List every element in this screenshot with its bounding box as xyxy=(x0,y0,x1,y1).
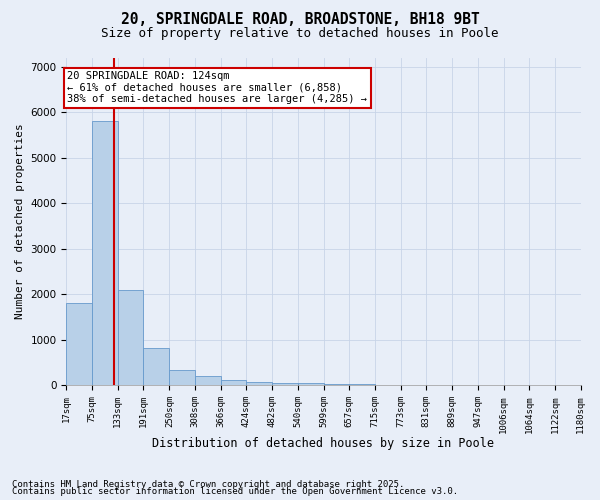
Bar xyxy=(169,370,195,386)
X-axis label: Distribution of detached houses by size in Poole: Distribution of detached houses by size … xyxy=(152,437,494,450)
Bar xyxy=(349,384,375,386)
Bar xyxy=(298,383,323,386)
Text: Size of property relative to detached houses in Poole: Size of property relative to detached ho… xyxy=(101,28,499,40)
Bar xyxy=(92,122,118,386)
Bar xyxy=(67,304,92,386)
Text: Contains public sector information licensed under the Open Government Licence v3: Contains public sector information licen… xyxy=(12,487,458,496)
Y-axis label: Number of detached properties: Number of detached properties xyxy=(15,124,25,320)
Bar xyxy=(247,382,272,386)
Bar xyxy=(195,376,221,386)
Text: Contains HM Land Registry data © Crown copyright and database right 2025.: Contains HM Land Registry data © Crown c… xyxy=(12,480,404,489)
Bar xyxy=(375,384,401,386)
Bar xyxy=(272,383,298,386)
Bar xyxy=(323,384,349,386)
Bar xyxy=(143,348,169,386)
Bar xyxy=(401,385,426,386)
Bar xyxy=(118,290,143,386)
Text: 20, SPRINGDALE ROAD, BROADSTONE, BH18 9BT: 20, SPRINGDALE ROAD, BROADSTONE, BH18 9B… xyxy=(121,12,479,28)
Text: 20 SPRINGDALE ROAD: 124sqm
← 61% of detached houses are smaller (6,858)
38% of s: 20 SPRINGDALE ROAD: 124sqm ← 61% of deta… xyxy=(67,71,367,104)
Bar xyxy=(221,380,247,386)
